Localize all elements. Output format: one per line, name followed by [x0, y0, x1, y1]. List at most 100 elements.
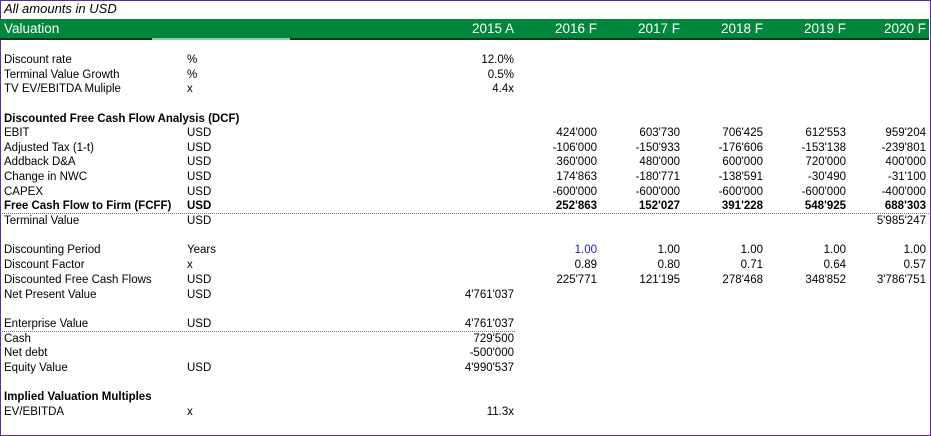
cell-value[interactable]: -400'000 — [881, 185, 926, 198]
cell-value[interactable]: 400'000 — [885, 156, 926, 169]
cell-value[interactable] — [846, 68, 926, 83]
cell-value[interactable] — [763, 332, 846, 347]
cell-value[interactable]: -500'000 — [469, 347, 514, 359]
cell-value[interactable] — [597, 361, 680, 376]
cell-value[interactable] — [763, 68, 846, 83]
cell-value[interactable] — [514, 346, 597, 361]
cell-value[interactable]: 548'925 — [804, 200, 846, 212]
cell-value[interactable] — [514, 390, 597, 405]
cell-value[interactable] — [846, 361, 926, 376]
cell-value[interactable]: 0.64 — [823, 259, 846, 271]
cell-value[interactable] — [846, 317, 926, 332]
cell-value[interactable] — [680, 68, 763, 83]
cell-value[interactable] — [597, 346, 680, 361]
cell-value[interactable]: 1.00 — [574, 244, 597, 256]
cell-value[interactable] — [287, 126, 514, 141]
cell-value[interactable]: -180'771 — [635, 171, 680, 183]
cell-value[interactable]: 603'730 — [639, 127, 680, 139]
cell-value[interactable]: 688'303 — [884, 200, 926, 212]
cell-value[interactable]: 1.00 — [657, 244, 680, 256]
cell-value[interactable] — [287, 273, 514, 288]
cell-value[interactable] — [514, 405, 597, 420]
cell-value[interactable]: -600'000 — [718, 185, 763, 198]
cell-value[interactable] — [763, 361, 846, 376]
cell-value[interactable] — [287, 214, 514, 229]
cell-value[interactable] — [514, 82, 597, 97]
cell-value[interactable]: 5'985'247 — [876, 214, 926, 227]
cell-value[interactable] — [680, 390, 763, 405]
cell-value[interactable] — [287, 170, 514, 185]
cell-value[interactable]: 0.80 — [657, 259, 680, 271]
cell-value[interactable]: 1.00 — [740, 244, 763, 256]
cell-value[interactable] — [846, 53, 926, 68]
cell-value[interactable] — [680, 82, 763, 97]
cell-value[interactable] — [680, 112, 763, 127]
cell-value[interactable] — [287, 390, 514, 405]
cell-value[interactable] — [597, 332, 680, 347]
cell-value[interactable]: -153'138 — [801, 141, 846, 154]
cell-value[interactable]: 121'195 — [639, 274, 680, 286]
cell-value[interactable] — [597, 112, 680, 127]
cell-value[interactable]: 0.89 — [574, 259, 597, 271]
cell-value[interactable] — [514, 53, 597, 68]
cell-value[interactable] — [680, 214, 763, 229]
cell-value[interactable] — [846, 288, 926, 303]
cell-value[interactable] — [287, 112, 514, 127]
cell-value[interactable] — [680, 332, 763, 347]
cell-value[interactable]: 0.71 — [740, 259, 763, 271]
cell-value[interactable] — [680, 361, 763, 376]
cell-value[interactable] — [514, 112, 597, 127]
cell-value[interactable] — [763, 346, 846, 361]
cell-value[interactable] — [680, 53, 763, 68]
cell-value[interactable] — [846, 390, 926, 405]
cell-value[interactable] — [597, 82, 680, 97]
cell-value[interactable]: 1.00 — [823, 244, 846, 256]
cell-value[interactable] — [846, 346, 926, 361]
cell-value[interactable] — [846, 82, 926, 97]
cell-value[interactable]: 225'771 — [556, 274, 597, 286]
cell-value[interactable]: 600'000 — [722, 156, 763, 169]
cell-value[interactable]: 4'990'537 — [464, 362, 514, 374]
cell-value[interactable]: 959'204 — [885, 127, 926, 139]
cell-value[interactable] — [763, 317, 846, 332]
cell-value[interactable]: 12.0% — [481, 54, 514, 66]
cell-value[interactable] — [287, 243, 514, 258]
cell-value[interactable]: 174'863 — [556, 171, 597, 183]
cell-value[interactable] — [287, 141, 514, 156]
cell-value[interactable]: 1.00 — [903, 244, 926, 256]
cell-value[interactable] — [514, 332, 597, 347]
cell-value[interactable]: -600'000 — [801, 185, 846, 198]
cell-value[interactable]: -30'490 — [807, 171, 846, 183]
cell-value[interactable]: 252'863 — [555, 200, 597, 212]
cell-value[interactable] — [287, 199, 514, 214]
cell-value[interactable]: 348'852 — [805, 274, 846, 286]
cell-value[interactable]: 480'000 — [639, 156, 680, 169]
cell-value[interactable] — [287, 185, 514, 200]
cell-value[interactable] — [763, 112, 846, 127]
cell-value[interactable]: 720'000 — [805, 156, 846, 169]
cell-value[interactable] — [597, 288, 680, 303]
cell-value[interactable]: 0.5% — [487, 68, 514, 81]
cell-value[interactable]: 729'500 — [473, 332, 514, 345]
cell-value[interactable]: 360'000 — [556, 156, 597, 169]
cell-value[interactable] — [680, 405, 763, 420]
cell-value[interactable]: -31'100 — [887, 171, 926, 183]
cell-value[interactable] — [763, 405, 846, 420]
cell-value[interactable] — [763, 53, 846, 68]
cell-value[interactable]: 4'761'037 — [464, 289, 514, 301]
cell-value[interactable]: 278'468 — [722, 274, 763, 286]
cell-value[interactable] — [597, 68, 680, 83]
cell-value[interactable] — [763, 82, 846, 97]
cell-value[interactable] — [514, 214, 597, 229]
cell-value[interactable]: 706'425 — [722, 127, 763, 139]
cell-value[interactable] — [680, 346, 763, 361]
cell-value[interactable]: 0.57 — [903, 259, 926, 271]
cell-value[interactable]: -138'591 — [718, 171, 763, 183]
cell-value[interactable]: 152'027 — [638, 200, 680, 212]
cell-value[interactable] — [680, 288, 763, 303]
cell-value[interactable] — [514, 361, 597, 376]
cell-value[interactable] — [597, 214, 680, 229]
cell-value[interactable] — [846, 112, 926, 127]
cell-value[interactable] — [597, 405, 680, 420]
cell-value[interactable] — [597, 53, 680, 68]
